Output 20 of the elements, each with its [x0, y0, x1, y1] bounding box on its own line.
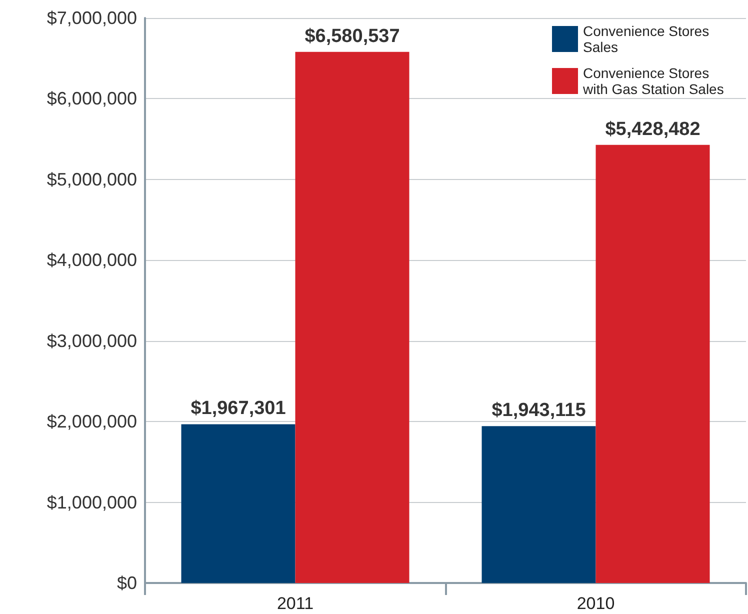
- y-tick-label: $3,000,000: [46, 330, 137, 351]
- data-label: $1,967,301: [190, 398, 286, 420]
- x-tick-label: 2010: [576, 594, 615, 613]
- x-tick-label: 2011: [276, 594, 314, 613]
- data-label: $1,943,115: [492, 400, 586, 422]
- y-tick-label: $2,000,000: [46, 412, 137, 432]
- y-tick-label: $1,000,000: [46, 492, 137, 512]
- legend-label: Convenience Stores Sales: [583, 23, 713, 55]
- y-tick-label: $0: [116, 573, 137, 593]
- bar: [482, 426, 596, 583]
- legend-label: Convenience Stores with Gas Station Sales: [582, 65, 724, 97]
- data-label: $6,580,537: [304, 26, 400, 47]
- data-label: $5,428,482: [605, 118, 700, 140]
- y-tick-label: $7,000,000: [46, 8, 137, 28]
- y-tick-label: $5,000,000: [46, 169, 137, 190]
- bar: [181, 424, 296, 583]
- y-tick-label: $6,000,000: [46, 88, 137, 109]
- y-tick-label: $4,000,000: [46, 250, 137, 270]
- bar: [295, 52, 410, 583]
- bar: [596, 144, 710, 583]
